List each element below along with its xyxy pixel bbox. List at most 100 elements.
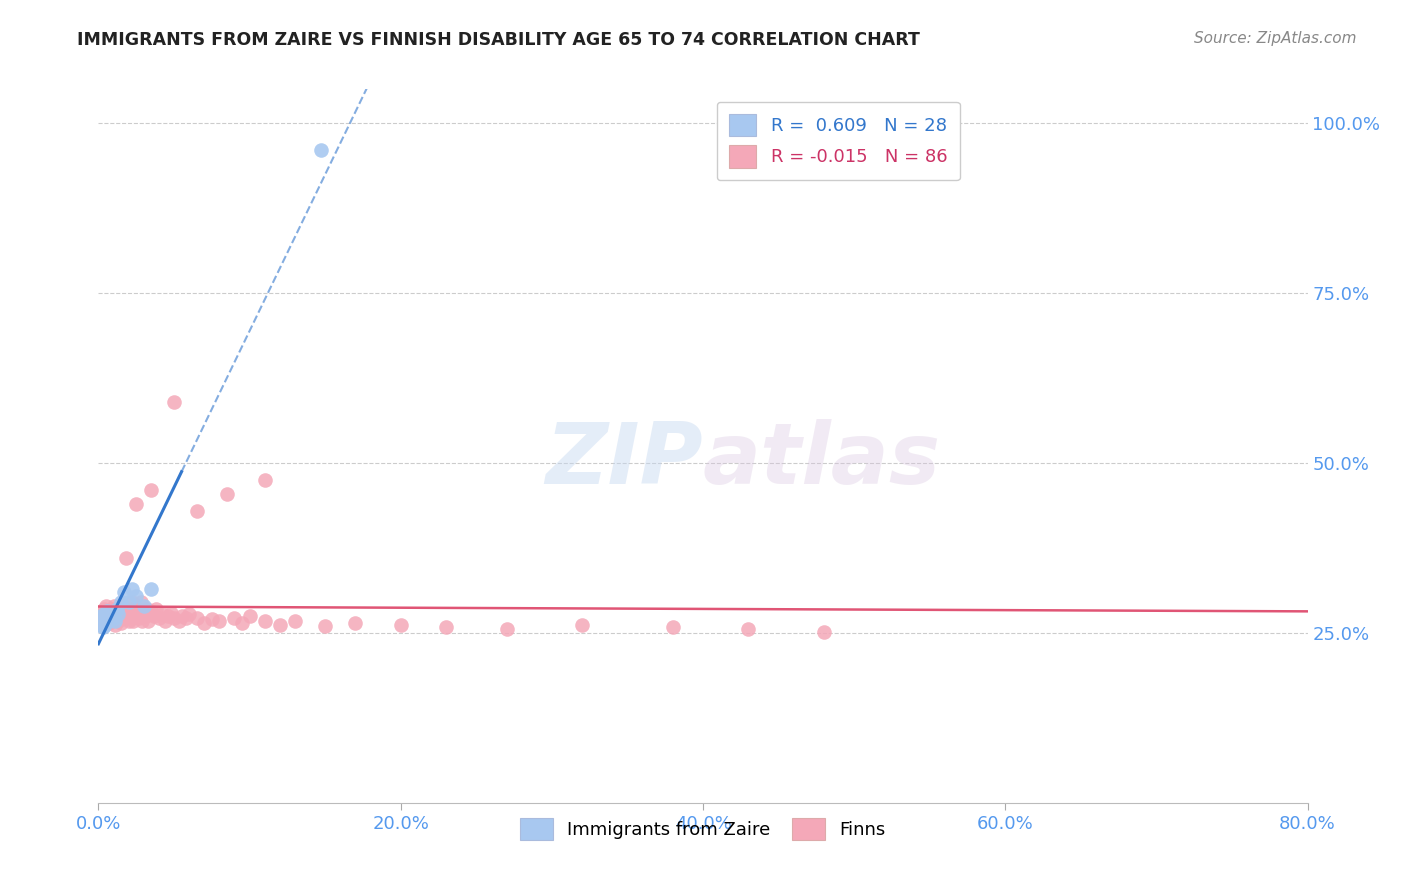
Point [91,611,114,625]
Point [143,608,166,623]
Point [127,608,149,623]
Point [112,611,135,625]
Text: ZIP: ZIP [546,418,703,502]
Point [150,607,173,621]
Point [571,617,593,632]
Point [98,614,121,628]
Point [112,585,135,599]
Point [105,602,128,616]
Point [90,614,112,628]
Point [253,614,276,628]
Point [108,608,131,623]
Point [661,620,683,634]
Point [163,394,186,409]
Point [91,615,114,630]
Point [111,599,134,613]
Point [201,612,224,626]
Point [114,551,136,566]
Point [132,599,155,613]
Point [389,617,412,632]
Text: atlas: atlas [703,418,941,502]
Point [96,607,118,621]
Point [186,503,208,517]
Point [94,615,117,630]
Text: Source: ZipAtlas.com: Source: ZipAtlas.com [1194,31,1357,46]
Point [145,602,167,616]
Point [160,606,183,620]
Point [104,617,127,632]
Point [167,614,190,628]
Point [131,614,153,628]
Point [125,589,148,603]
Point [107,614,129,628]
Point [231,615,253,630]
Point [93,607,115,621]
Point [153,614,176,628]
Point [253,473,276,487]
Point [91,620,114,634]
Point [107,607,129,621]
Point [100,606,122,620]
Point [110,595,132,609]
Point [179,607,201,621]
Point [309,144,332,158]
Point [101,602,124,616]
Point [129,595,152,609]
Point [96,614,118,628]
Legend: Immigrants from Zaire, Finns: Immigrants from Zaire, Finns [513,811,893,847]
Point [103,611,125,625]
Point [90,608,112,623]
Point [121,595,143,609]
Point [115,608,138,623]
Point [89,617,111,632]
Point [193,615,215,630]
Point [186,611,208,625]
Point [90,615,112,630]
Point [118,614,141,628]
Point [121,582,143,596]
Point [110,606,132,620]
Point [107,602,129,616]
Point [813,624,835,639]
Point [495,623,517,637]
Point [105,611,128,625]
Point [141,604,163,618]
Point [224,611,246,625]
Point [141,483,163,498]
Point [239,608,262,623]
Point [110,615,132,630]
Point [135,602,157,616]
Point [314,619,336,633]
Point [94,611,117,625]
Point [215,486,238,500]
Point [269,617,291,632]
Point [344,615,367,630]
Point [121,611,143,625]
Point [100,608,122,623]
Point [101,614,124,628]
Point [132,606,155,620]
Point [91,608,114,623]
Point [122,614,145,628]
Point [125,602,148,616]
Point [118,595,141,609]
Point [90,606,112,620]
Point [101,606,124,620]
Point [96,604,118,618]
Point [103,608,125,623]
Point [737,623,759,637]
Point [93,612,115,626]
Point [89,612,111,626]
Point [103,599,125,613]
Point [105,606,128,620]
Point [148,611,170,625]
Point [98,615,121,630]
Point [89,612,111,626]
Point [163,611,186,625]
Point [104,614,127,628]
Point [139,607,162,621]
Point [93,619,115,633]
Point [125,497,148,511]
Point [128,611,150,625]
Point [134,608,156,623]
